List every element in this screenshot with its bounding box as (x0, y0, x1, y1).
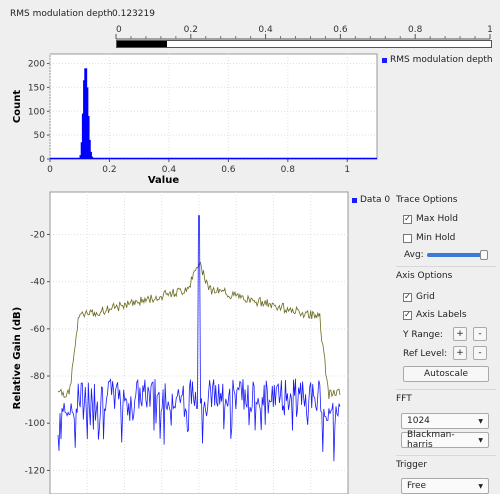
histogram-bar (91, 158, 95, 159)
spectrum-legend: Data 0 (352, 195, 390, 205)
histogram-bar (90, 156, 94, 159)
spectrum-ytick-label: -80 (30, 372, 45, 382)
y-range-plus-button[interactable]: + (453, 327, 467, 341)
max-hold-checkbox[interactable]: ✓ Max Hold (403, 214, 458, 224)
y-range-label: Y Range: (403, 330, 443, 340)
level-value: 0.123219 (112, 9, 155, 19)
spectrum-data-trace (57, 215, 341, 462)
ref-level-plus-button[interactable]: + (453, 346, 467, 360)
trace-options-title: Trace Options (396, 195, 458, 205)
histogram-xtick-label: 0.6 (221, 165, 236, 175)
level-tick-label: 1 (487, 25, 493, 35)
histogram-xtick-label: 0.4 (162, 165, 177, 175)
spectrum-maxhold-trace (57, 261, 341, 400)
spectrum-ytick-label: -100 (25, 419, 46, 429)
check-icon (403, 233, 412, 243)
histogram-ytick-label: 50 (34, 131, 46, 141)
histogram-xtick-label: 0.8 (281, 165, 296, 175)
histogram-bar (87, 139, 91, 159)
avg-slider[interactable] (427, 250, 488, 260)
histogram-ylabel: Count (12, 90, 23, 123)
trigger-mode-value: Free (407, 481, 427, 491)
legend-swatch-icon (352, 197, 357, 203)
grid-label: Grid (416, 292, 435, 302)
histogram-ytick-label: 200 (28, 60, 45, 70)
max-hold-label: Max Hold (416, 214, 458, 224)
histogram-ytick-label: 150 (28, 83, 45, 93)
axis-options-title: Axis Options (396, 271, 453, 281)
histogram-xtick-label: 0 (47, 165, 53, 175)
axis-labels-label: Axis Labels (416, 310, 467, 320)
avg-slider-fill (427, 253, 484, 257)
histogram-bar (89, 151, 92, 159)
y-range-minus-button[interactable]: - (473, 327, 487, 341)
level-tick-label: 0.4 (258, 25, 273, 35)
avg-label: Avg: (404, 250, 424, 260)
level-bar-fill (117, 41, 167, 47)
level-scale: 0 0.2 0.4 0.6 0.8 1 (115, 25, 493, 40)
level-title: RMS modulation depth (10, 9, 113, 19)
trigger-title: Trigger (396, 460, 428, 470)
fft-size-select[interactable]: 1024 ▼ (401, 413, 489, 429)
trigger-mode-select[interactable]: Free ▼ (401, 478, 489, 494)
ref-level-minus-button[interactable]: - (473, 346, 487, 360)
level-tick-label: 0.2 (184, 25, 198, 35)
histogram-legend: RMS modulation depth (382, 55, 493, 65)
check-icon: ✓ (403, 292, 412, 302)
histogram-ytick-label: 100 (28, 107, 45, 117)
histogram-canvas (49, 53, 378, 160)
level-tick-label: 0.6 (333, 25, 348, 35)
histogram-xtick-label: 1 (344, 165, 350, 175)
histogram-xlabel: Value (148, 175, 179, 186)
fft-title: FFT (396, 394, 412, 404)
avg-slider-handle[interactable] (480, 250, 488, 260)
spectrum-ylabel: Relative Gain (dB) (12, 307, 23, 410)
min-hold-checkbox[interactable]: Min Hold (403, 233, 455, 243)
level-tick-label: 0.8 (408, 25, 423, 35)
spectrum-legend-label: Data 0 (360, 195, 391, 205)
histogram-legend-label: RMS modulation depth (390, 55, 493, 65)
check-icon: ✓ (403, 310, 412, 320)
fft-window-value: Blackman-harris (407, 430, 455, 450)
spectrum-ytick-label: -60 (30, 325, 45, 335)
spectrum-ytick-label: -20 (30, 230, 45, 240)
level-bar (116, 40, 492, 48)
fft-window-select[interactable]: Blackman-harris ▼ (401, 430, 489, 450)
dropdown-arrow-icon: ▼ (478, 436, 483, 444)
spectrum-ytick-label: -40 (30, 278, 45, 288)
level-tick-label: 0 (116, 25, 122, 35)
axis-labels-checkbox[interactable]: ✓ Axis Labels (403, 310, 467, 320)
grid-checkbox[interactable]: ✓ Grid (403, 292, 435, 302)
histogram-plot: 0 50 100 150 200 0 0.2 0.4 0.6 0.8 1 Count Value (12, 53, 378, 186)
histogram-ytick-label: 0 (39, 155, 45, 165)
autoscale-button[interactable]: Autoscale (403, 366, 489, 382)
check-icon: ✓ (403, 214, 412, 224)
spectrum-ytick-label: -120 (25, 466, 46, 476)
spectrum-plot: -20 -40 -60 -80 -100 -120 Relative Gain (dB) (12, 191, 349, 494)
histogram-bar (86, 116, 90, 159)
histogram-xtick-label: 0.2 (102, 165, 116, 175)
dropdown-arrow-icon: ▼ (478, 482, 483, 490)
dropdown-arrow-icon: ▼ (478, 417, 483, 425)
fft-size-value: 1024 (407, 416, 430, 426)
min-hold-label: Min Hold (416, 233, 456, 243)
ref-level-label: Ref Level: (403, 349, 448, 359)
legend-swatch-icon (382, 57, 387, 63)
